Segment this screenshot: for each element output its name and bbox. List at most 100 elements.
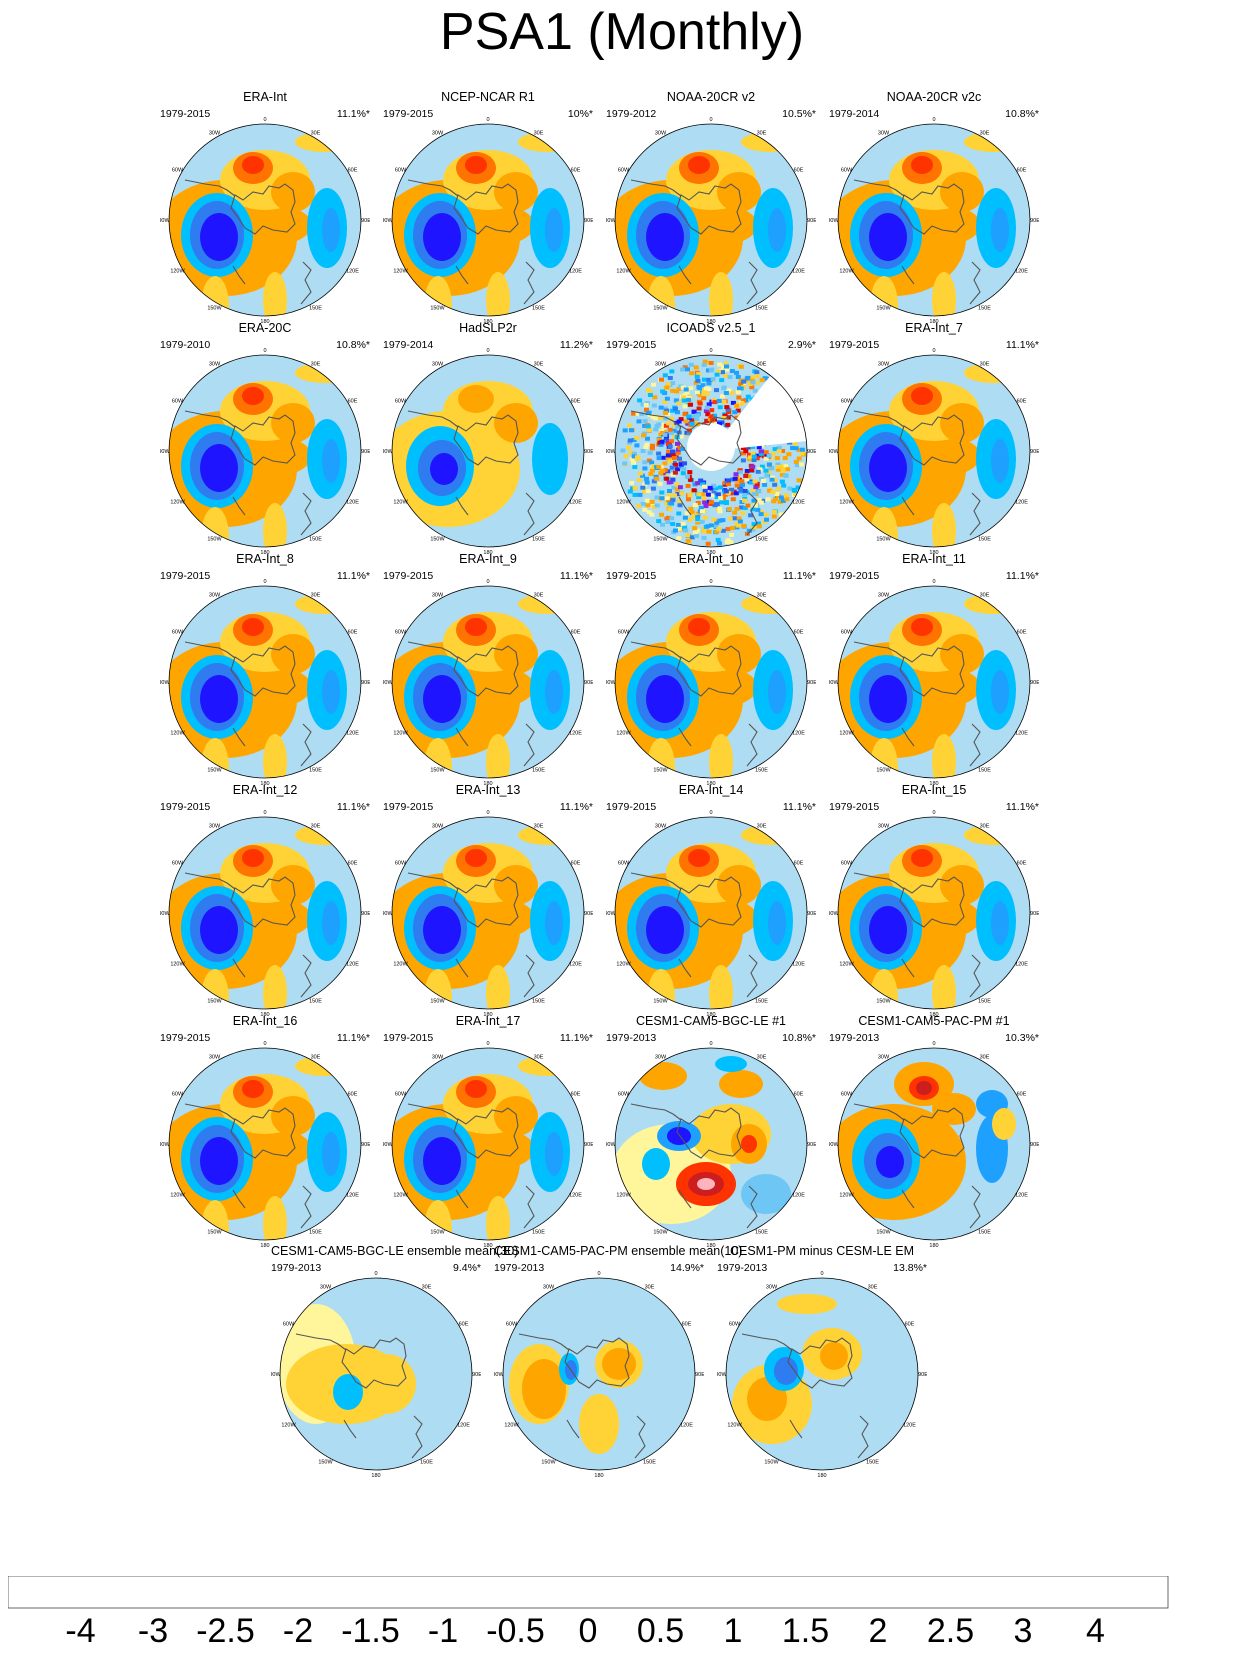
longitude-label: 180	[483, 781, 492, 786]
panel-years: 1979-2014	[829, 108, 880, 120]
longitude-label: 150E	[755, 537, 768, 543]
longitude-label: 180	[483, 319, 492, 324]
noise-cell	[793, 459, 799, 464]
longitude-label: 90E	[1030, 680, 1039, 686]
coastline	[523, 1185, 535, 1229]
coastline	[523, 261, 535, 305]
noise-cell	[748, 455, 753, 460]
noise-cell	[703, 504, 709, 508]
colorbar-tick-label: 2	[869, 1612, 888, 1646]
noise-cell	[777, 499, 783, 504]
map-border	[391, 123, 585, 317]
longitude-label: 120W	[170, 1193, 185, 1199]
noise-cell	[708, 414, 714, 419]
noise-cell	[676, 419, 682, 424]
noise-cell	[725, 540, 730, 544]
colorbar-tick-label: -2.5	[196, 1612, 255, 1646]
noise-cell	[717, 506, 723, 511]
contour-field	[615, 817, 807, 1009]
longitude-label: 30W	[432, 362, 444, 368]
noise-cell	[640, 473, 645, 478]
longitude-label: 180	[260, 1243, 269, 1248]
longitude-label: 30E	[980, 1055, 990, 1061]
panel-title: CESM1-CAM5-PAC-PM ensemble mean(10)	[494, 1244, 743, 1258]
longitude-label: 60W	[841, 630, 853, 636]
noise-cell	[640, 485, 646, 490]
longitude-label: 150E	[755, 306, 768, 312]
panel-title: HadSLP2r	[459, 321, 517, 335]
noise-cell	[622, 428, 628, 433]
coastline	[678, 727, 692, 747]
noise-cell	[675, 450, 681, 455]
coastline	[746, 1185, 758, 1229]
noise-cell	[726, 388, 732, 393]
longitude-label: 120W	[839, 269, 854, 275]
longitude-label: 150E	[755, 768, 768, 774]
noise-cell	[711, 491, 717, 495]
noise-cell	[708, 368, 714, 373]
longitude-label: 30W	[432, 824, 444, 830]
longitude-label: 150E	[978, 537, 991, 543]
coastline	[634, 1415, 646, 1459]
noise-cell	[778, 512, 784, 517]
longitude-label: 180	[706, 550, 715, 555]
noise-cell	[670, 498, 676, 503]
noise-cell	[642, 466, 648, 471]
longitude-label: 0	[709, 579, 712, 585]
noise-cell	[759, 510, 764, 514]
map-border	[168, 354, 362, 548]
noise-cell	[705, 524, 711, 529]
map-border	[614, 816, 808, 1010]
longitude-label: 150W	[430, 306, 445, 312]
panel-title: CESM1-CAM5-BGC-LE ensemble mean(30)	[271, 1244, 519, 1258]
noise-cell	[649, 499, 655, 504]
coastline	[411, 1415, 423, 1459]
noise-cell	[650, 443, 655, 448]
contour-field	[615, 1048, 807, 1240]
longitude-label: 120W	[393, 500, 408, 506]
noise-cell	[722, 413, 728, 418]
noise-cell	[701, 362, 707, 367]
contour-blob	[465, 618, 487, 636]
figure-title: PSA1 (Monthly)	[439, 3, 805, 61]
noise-cell	[705, 492, 711, 497]
contour-blob	[869, 906, 907, 954]
map-border	[391, 354, 585, 548]
noise-cell	[751, 522, 757, 527]
coastline	[746, 492, 758, 536]
contour-blob	[333, 1374, 363, 1410]
noise-cell	[691, 488, 697, 493]
longitude-label: 30W	[878, 362, 890, 368]
panel-years: 1979-2013	[829, 1032, 880, 1044]
noise-cell	[726, 507, 732, 512]
noise-cell	[723, 391, 729, 395]
coastline	[407, 179, 459, 197]
longitude-label: 180	[929, 319, 938, 324]
longitude-label: 30W	[655, 362, 667, 368]
noise-cell	[737, 470, 743, 475]
contour-blob	[688, 156, 710, 174]
noise-cell	[671, 428, 677, 433]
longitude-label: 150W	[876, 1230, 891, 1236]
noise-cell	[722, 492, 728, 497]
map-border	[614, 585, 808, 779]
longitude-label: 30E	[534, 824, 544, 830]
longitude-label: 90W	[606, 1142, 616, 1148]
noise-cell	[775, 467, 781, 472]
longitude-label: 60E	[348, 1092, 358, 1098]
panel-years: 1979-2015	[606, 570, 657, 582]
map-panel: ERA-Int_9 1979-2015 11.1%* 0 30E 60E 90E 120E 15…	[383, 552, 593, 786]
contour-blob	[242, 1080, 264, 1098]
noise-cell	[652, 395, 658, 400]
noise-cell	[696, 372, 702, 377]
contour-blob	[964, 132, 1024, 152]
noise-cell	[620, 448, 626, 453]
longitude-label: 90W	[160, 218, 170, 224]
noise-cell	[701, 526, 707, 531]
noise-cell	[648, 471, 654, 476]
longitude-label: 90E	[807, 218, 816, 224]
contour-blob	[768, 208, 786, 252]
noise-cell	[691, 409, 697, 414]
noise-cell	[650, 486, 656, 491]
contour-blob	[263, 734, 287, 778]
